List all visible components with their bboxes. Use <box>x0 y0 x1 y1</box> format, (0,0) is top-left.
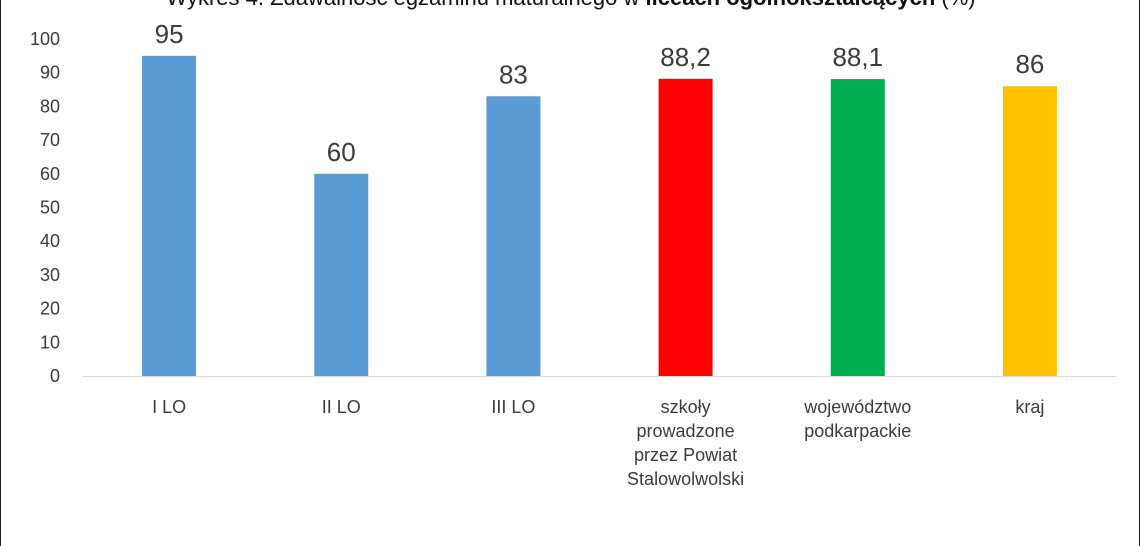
chart-title-text: Wykres 4. Zdawalność egzaminu maturalneg… <box>166 0 975 10</box>
x-tick-label: I LO <box>152 397 186 417</box>
bar <box>1002 86 1057 377</box>
y-tick-label: 0 <box>50 366 60 386</box>
bar <box>314 173 369 376</box>
title-suffix: (%) <box>935 0 975 10</box>
y-tick-label: 40 <box>40 231 60 251</box>
x-tick-label: przez Powiat <box>634 445 737 465</box>
x-axis: I LO II LO III LO szkoły prowadzone przez Pow… <box>83 376 1116 489</box>
x-tick-label: II LO <box>322 397 361 417</box>
x-tick-label: szkoły <box>661 397 711 417</box>
y-tick-label: 10 <box>40 332 60 352</box>
x-tick-label: województwo <box>803 397 911 417</box>
y-tick-label: 30 <box>40 265 60 285</box>
y-tick-label: 50 <box>40 198 60 218</box>
bar-value-label: 95 <box>155 19 184 49</box>
chart-title: Wykres 4. Zdawalność egzaminu maturalneg… <box>166 0 975 10</box>
bar-value-label: 60 <box>327 137 356 167</box>
x-tick-label: Stalowolwolski <box>627 469 744 489</box>
bar <box>486 96 541 376</box>
bar <box>658 78 713 377</box>
y-tick-label: 80 <box>40 96 60 116</box>
title-bold: liceach ogólnokształcących <box>646 0 936 10</box>
bar-value-label: 83 <box>499 59 528 89</box>
bar-value-label: 86 <box>1015 49 1044 79</box>
bar <box>142 55 197 376</box>
x-tick-label: kraj <box>1015 397 1044 417</box>
y-tick-label: 100 <box>30 29 60 49</box>
bar <box>830 79 885 376</box>
y-tick-label: 20 <box>40 299 60 319</box>
y-axis: 0 10 20 30 40 50 60 70 80 90 100 <box>30 29 60 386</box>
bar-value-label: 88,1 <box>832 42 883 72</box>
bar-value-label: 88,2 <box>660 42 711 72</box>
title-prefix: Wykres 4. Zdawalność egzaminu maturalneg… <box>166 0 645 10</box>
y-tick-label: 70 <box>40 130 60 150</box>
y-tick-label: 60 <box>40 164 60 184</box>
x-tick-label: prowadzone <box>637 421 735 441</box>
x-tick-label: III LO <box>491 397 535 417</box>
y-tick-label: 90 <box>40 63 60 83</box>
x-tick-label: podkarpackie <box>804 421 911 441</box>
bars: 95 60 83 88,2 88,1 86 <box>142 19 1057 377</box>
